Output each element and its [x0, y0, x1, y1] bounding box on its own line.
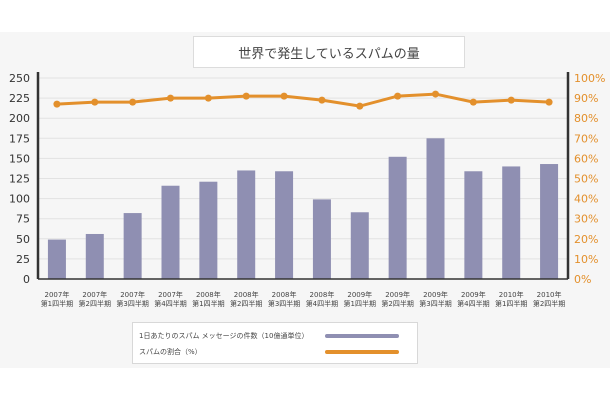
y-right-tick-label: 70%	[574, 132, 598, 145]
bar	[350, 212, 369, 279]
x-tick-label-year: 2008年	[234, 290, 259, 299]
x-tick-label-quarter: 第4四半期	[457, 299, 489, 308]
bar	[161, 185, 180, 279]
x-tick-label-year: 2008年	[272, 290, 297, 299]
line-point	[91, 98, 99, 106]
legend-swatch-line	[325, 350, 399, 354]
x-tick-label-year: 2010年	[499, 290, 524, 299]
x-tick-label-quarter: 第4四半期	[154, 299, 186, 308]
percentage-line	[56, 92, 550, 108]
bar	[123, 213, 142, 279]
x-tick-label-quarter: 第3四半期	[116, 299, 148, 308]
y-left-tick-label: 50	[16, 233, 30, 246]
line-point	[507, 96, 515, 104]
y-right-tick-label: 30%	[574, 213, 598, 226]
bar	[237, 170, 256, 279]
x-tick-label-year: 2008年	[310, 290, 335, 299]
bar	[47, 239, 66, 279]
y-left-tick-label: 100	[9, 193, 30, 206]
bar	[464, 171, 483, 279]
bar	[312, 199, 331, 279]
bar	[275, 171, 294, 279]
x-tick-label-year: 2009年	[461, 290, 486, 299]
y-right-tick-label: 40%	[574, 193, 598, 206]
y-left-tick-label: 125	[9, 173, 30, 186]
x-tick-label-year: 2008年	[196, 290, 221, 299]
line-point	[242, 92, 250, 100]
legend-swatch-bars	[325, 334, 399, 338]
x-tick-label-quarter: 第2四半期	[533, 299, 565, 308]
line-point	[356, 102, 364, 110]
y-left-tick-label: 25	[16, 253, 30, 266]
line-point	[545, 98, 553, 106]
x-tick-label-year: 2009年	[347, 290, 372, 299]
x-tick-label-quarter: 第3四半期	[268, 299, 300, 308]
bar	[85, 233, 104, 279]
x-tick-labels: 2007年第1四半期2007年第2四半期2007年第3四半期2007年第4四半期…	[41, 290, 566, 308]
line-point	[394, 92, 402, 100]
y-left-tick-label: 75	[16, 213, 30, 226]
y-right-tick-label: 50%	[574, 173, 598, 186]
bar	[540, 164, 559, 279]
y-right-tick-label: 10%	[574, 253, 598, 266]
bar	[388, 156, 407, 279]
line-point	[129, 98, 137, 106]
x-tick-label-year: 2009年	[385, 290, 410, 299]
line-point	[318, 96, 326, 104]
x-tick-label-year: 2007年	[45, 290, 70, 299]
legend-item-bars: 1日あたりのスパム メッセージの件数（10億通単位）	[139, 329, 399, 343]
x-tick-label-quarter: 第3四半期	[419, 299, 451, 308]
x-tick-label-year: 2007年	[158, 290, 183, 299]
grid-lines	[38, 77, 568, 280]
bar	[502, 166, 521, 279]
y-left-tick-label: 250	[9, 72, 30, 85]
x-tick-label-quarter: 第2四半期	[79, 299, 111, 308]
legend-item-line: スパムの割合（%）	[139, 345, 399, 359]
y-right-tick-label: 0%	[574, 273, 591, 286]
x-tick-label-quarter: 第1四半期	[495, 299, 527, 308]
legend-label-bars: 1日あたりのスパム メッセージの件数（10億通単位）	[139, 332, 309, 340]
line-point	[204, 94, 212, 102]
line-point	[167, 94, 174, 102]
y-left-tick-label: 150	[9, 152, 30, 165]
y-left-tick-label: 225	[9, 92, 30, 105]
y-left-tick-label: 200	[9, 112, 30, 125]
y-left-tick-label: 0	[23, 273, 30, 286]
y-right-tick-label: 90%	[574, 92, 598, 105]
x-tick-label-year: 2009年	[423, 290, 448, 299]
legend: 1日あたりのスパム メッセージの件数（10億通単位） スパムの割合（%）	[132, 322, 418, 364]
x-tick-label-quarter: 第4四半期	[306, 299, 338, 308]
y-right-tick-label: 60%	[574, 152, 598, 165]
y-right-tick-label: 100%	[574, 72, 605, 85]
line-point	[432, 90, 439, 98]
x-tick-label-quarter: 第1四半期	[344, 299, 376, 308]
line-point	[469, 98, 477, 106]
y-right-tick-label: 20%	[574, 233, 598, 246]
x-tick-label-year: 2007年	[120, 290, 145, 299]
axes: 0 25 50 75 100 125 150 175 200 225 250 0% 10% 20% 30% 4…	[9, 72, 605, 286]
x-tick-label-year: 2007年	[82, 290, 107, 299]
line-point	[280, 92, 288, 100]
chart-title: 世界で発生しているスパムの量	[238, 46, 420, 62]
bar	[426, 138, 445, 279]
x-tick-label-quarter: 第1四半期	[41, 299, 73, 308]
bar	[199, 181, 218, 279]
legend-label-line: スパムの割合（%）	[139, 348, 202, 356]
line-point	[53, 100, 61, 108]
y-left-tick-label: 175	[9, 132, 30, 145]
x-tick-label-quarter: 第1四半期	[192, 299, 224, 308]
y-right-tick-label: 80%	[574, 112, 598, 125]
bar-series	[47, 138, 559, 279]
x-tick-label-year: 2010年	[537, 290, 562, 299]
x-tick-label-quarter: 第2四半期	[381, 299, 413, 308]
chart-title-box: 世界で発生しているスパムの量	[193, 36, 465, 68]
line-series	[53, 90, 553, 110]
x-tick-label-quarter: 第2四半期	[230, 299, 262, 308]
